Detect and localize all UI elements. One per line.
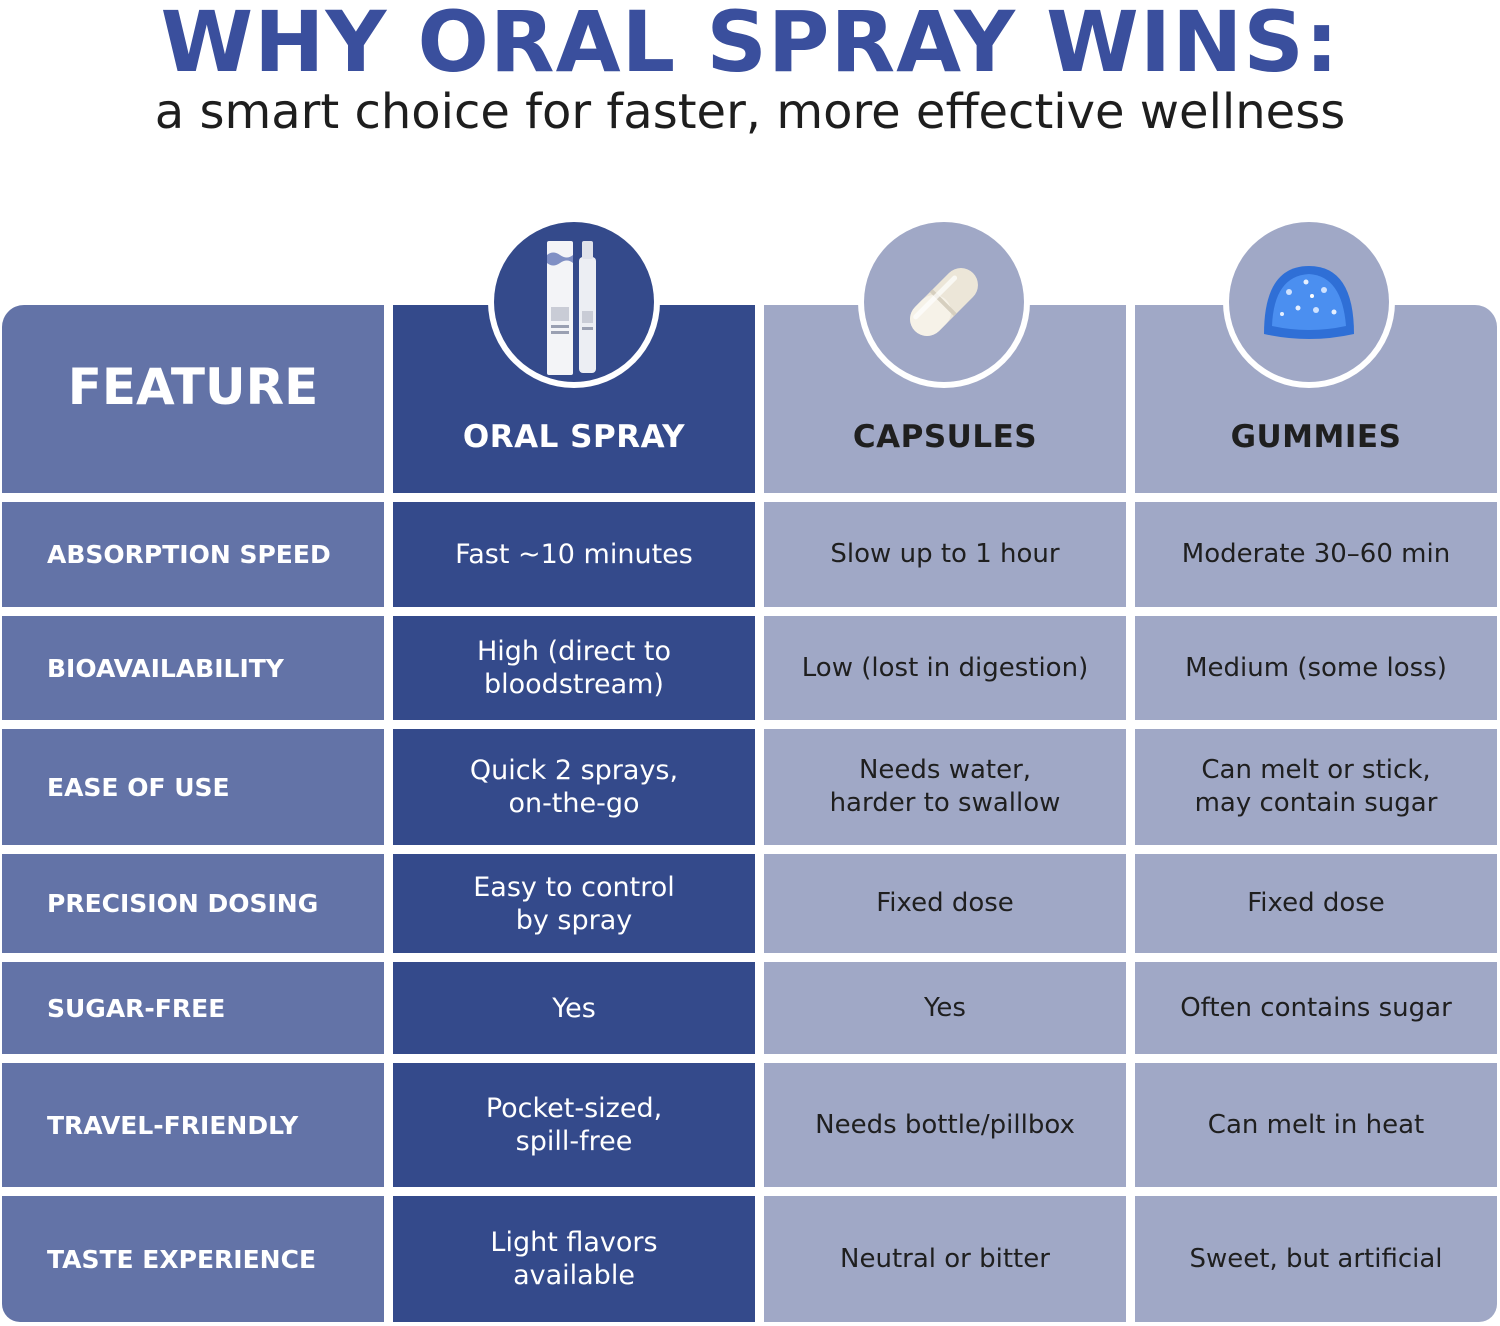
gummies-sugar-free: Often contains sugar — [1135, 962, 1497, 1054]
header-gummies: GUMMIES — [1135, 305, 1497, 493]
feature-travel-friendly: TRAVEL-FRIENDLY — [2, 1063, 384, 1187]
header-oral-spray: ORAL SPRAY — [393, 305, 755, 493]
page-title: WHY ORAL SPRAY WINS: — [160, 0, 1340, 91]
gummies-precision-dosing: Fixed dose — [1135, 854, 1497, 953]
feature-absorption-speed: ABSORPTION SPEED — [2, 502, 384, 607]
capsules-precision-dosing: Fixed dose — [764, 854, 1126, 953]
blue-gummy-icon — [1264, 266, 1354, 339]
feature-bioavailability: BIOAVAILABILITY — [2, 616, 384, 720]
capsules-taste-experience: Neutral or bitter — [764, 1196, 1126, 1322]
capsules-travel-friendly: Needs bottle/pillbox — [764, 1063, 1126, 1187]
spray-bottle-icon — [547, 241, 596, 375]
capsules-ease-of-use: Needs water, harder to swallow — [764, 729, 1126, 845]
feature-ease-of-use: EASE OF USE — [2, 729, 384, 845]
gummies-absorption-speed: Moderate 30–60 min — [1135, 502, 1497, 607]
capsules-absorption-speed: Slow up to 1 hour — [764, 502, 1126, 607]
capsules-sugar-free: Yes — [764, 962, 1126, 1054]
oral-spray-bioavailability: High (direct to bloodstream) — [393, 616, 755, 720]
oral-spray-ease-of-use: Quick 2 sprays, on-the-go — [393, 729, 755, 845]
page-subtitle: a smart choice for faster, more effectiv… — [154, 84, 1346, 140]
gummies-ease-of-use: Can melt or stick, may contain sugar — [1135, 729, 1497, 845]
feature-taste-experience: TASTE EXPERIENCE — [2, 1196, 384, 1322]
gummies-taste-experience: Sweet, but artificial — [1135, 1196, 1497, 1322]
capsules-bioavailability: Low (lost in digestion) — [764, 616, 1126, 720]
gummies-bioavailability: Medium (some loss) — [1135, 616, 1497, 720]
capsules-image — [858, 216, 1030, 388]
oral-spray-travel-friendly: Pocket-sized, spill-free — [393, 1063, 755, 1187]
feature-sugar-free: SUGAR-FREE — [2, 962, 384, 1054]
gummies-travel-friendly: Can melt in heat — [1135, 1063, 1497, 1187]
oral-spray-sugar-free: Yes — [393, 962, 755, 1054]
oral-spray-taste-experience: Light flavors available — [393, 1196, 755, 1322]
capsule-pill-icon — [910, 268, 978, 336]
oral-spray-absorption-speed: Fast ~10 minutes — [393, 502, 755, 607]
header-feature: FEATURE — [2, 305, 384, 493]
gummies-image — [1223, 216, 1395, 388]
oral-spray-image — [488, 216, 660, 388]
feature-precision-dosing: PRECISION DOSING — [2, 854, 384, 953]
oral-spray-precision-dosing: Easy to control by spray — [393, 854, 755, 953]
